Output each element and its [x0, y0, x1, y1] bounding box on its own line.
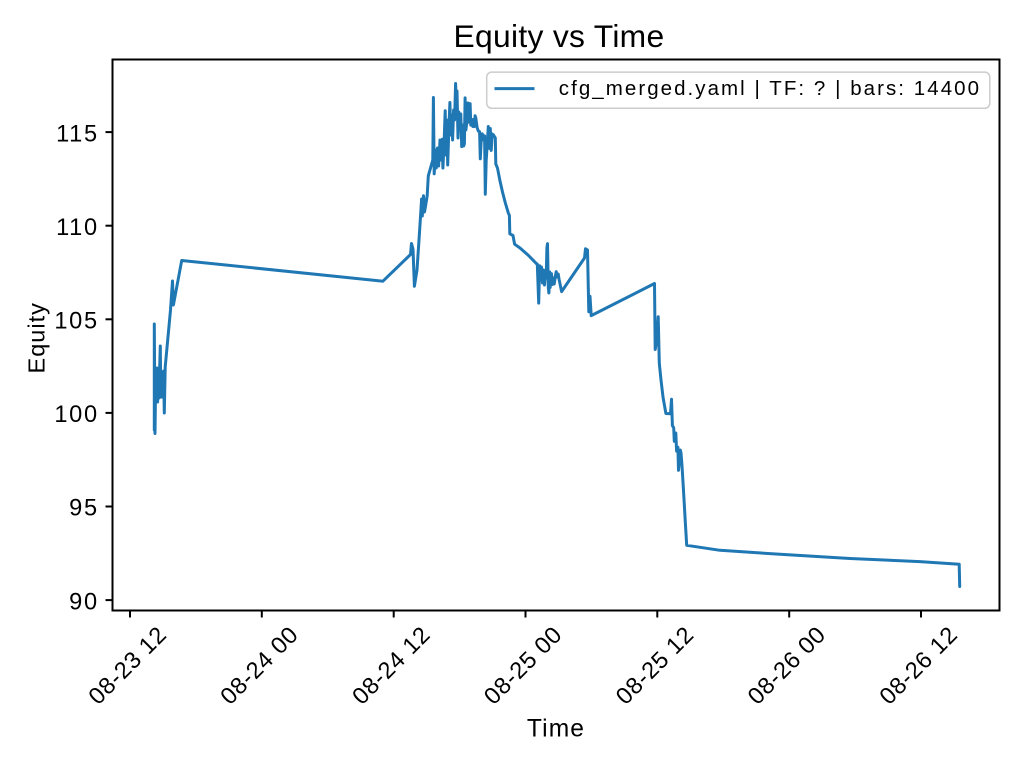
svg-text:Time: Time: [527, 716, 585, 743]
svg-text:100: 100: [54, 402, 98, 428]
svg-text:115: 115: [56, 121, 99, 147]
svg-text:Equity vs Time: Equity vs Time: [454, 18, 665, 54]
svg-text:110: 110: [56, 215, 99, 241]
svg-text:95: 95: [69, 496, 99, 522]
svg-text:90: 90: [69, 589, 99, 615]
svg-text:Equity: Equity: [24, 302, 50, 373]
svg-text:105: 105: [54, 309, 98, 335]
svg-text:cfg_merged.yaml | TF: ? | bars: cfg_merged.yaml | TF: ? | bars: 14400: [559, 77, 981, 100]
